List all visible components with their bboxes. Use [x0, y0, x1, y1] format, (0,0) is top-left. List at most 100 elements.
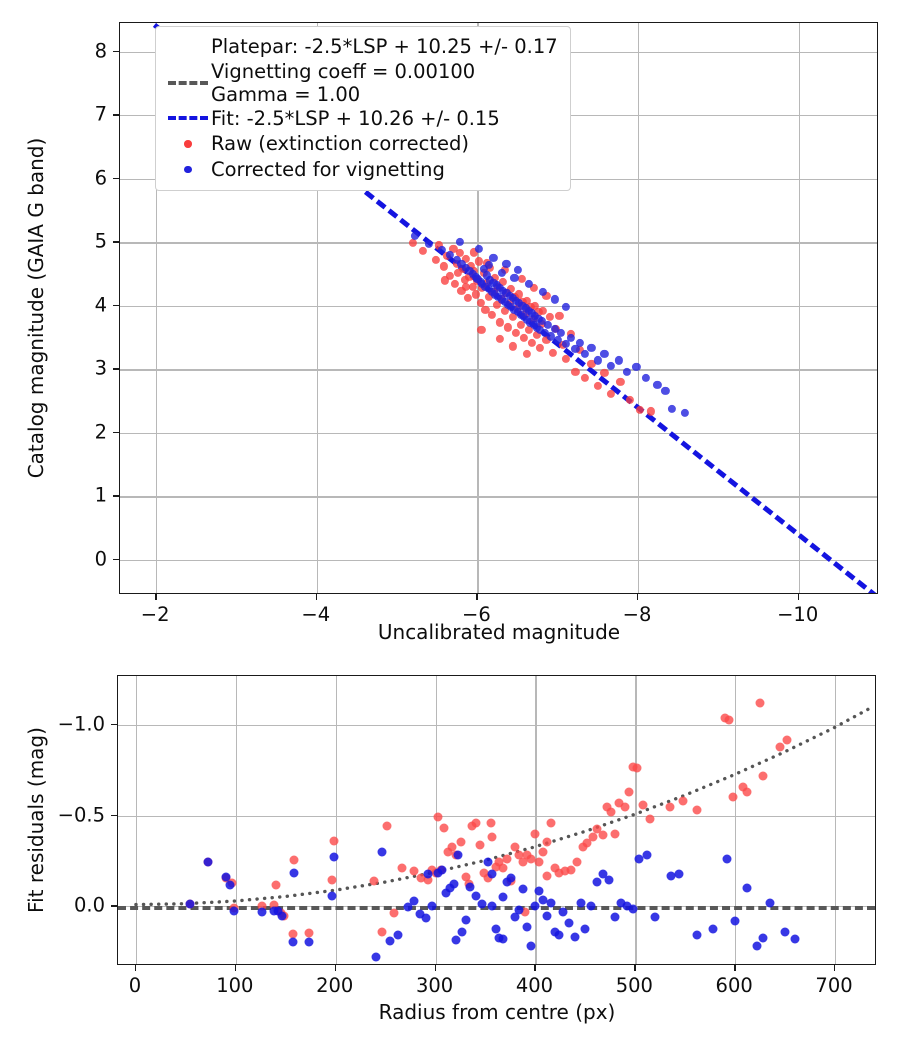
y-axis-tick [113, 304, 119, 307]
data-point [592, 824, 602, 834]
data-point [451, 935, 461, 945]
y-axis-tick-label: −1.0 [57, 712, 105, 736]
data-point [479, 264, 488, 274]
data-point [462, 282, 471, 291]
data-point [483, 873, 492, 883]
legend-entry-vignetting-coeff: Vignetting coeff = 0.00100 Gamma = 1.00 [165, 60, 558, 106]
y-axis-tick [113, 431, 119, 434]
data-point [523, 350, 532, 359]
legend-key-blue-dashed-line [165, 116, 211, 121]
y-axis-tick-label: 6 [94, 165, 107, 189]
data-point [495, 334, 504, 343]
grid-line-vertical [477, 23, 479, 593]
data-point [456, 837, 466, 847]
blue-dashed-swatch-icon [168, 116, 208, 121]
data-point [546, 818, 556, 828]
data-point [645, 814, 655, 824]
grid-line-horizontal [120, 496, 877, 498]
data-point [554, 930, 564, 940]
data-point [500, 306, 509, 315]
y-axis-tick-label: 3 [94, 356, 107, 380]
data-point [434, 241, 443, 250]
data-point [304, 928, 314, 938]
data-point [571, 367, 580, 376]
data-point [576, 346, 585, 355]
data-point [543, 320, 553, 329]
x-axis-tick-label: 700 [815, 974, 853, 997]
x-axis-tick [834, 965, 836, 971]
data-point [257, 907, 267, 917]
data-point [460, 275, 469, 284]
data-point [550, 324, 559, 333]
data-point [553, 336, 562, 345]
data-point [465, 882, 475, 892]
legend-label-raw: Raw (extinction corrected) [211, 132, 469, 156]
data-point [329, 836, 339, 846]
data-point [487, 310, 496, 319]
data-point [752, 941, 762, 951]
legend-label-vignetting-coeff: Vignetting coeff = 0.00100 [211, 59, 476, 83]
data-point [439, 262, 448, 271]
data-point [588, 832, 598, 842]
data-point [576, 338, 585, 347]
x-axis-tick-label: 400 [515, 974, 554, 997]
data-point [455, 248, 464, 258]
data-point [457, 927, 467, 937]
y-axis-tick-label: 8 [94, 38, 107, 62]
data-point [642, 850, 652, 860]
data-point [492, 300, 501, 309]
x-axis-tick-label: 200 [316, 974, 354, 997]
data-point [535, 343, 545, 352]
data-point [653, 380, 662, 389]
data-point [758, 771, 768, 781]
data-point [523, 296, 532, 305]
data-point [620, 802, 630, 812]
legend-entry-platepar: Platepar: -2.5*LSP + 10.25 +/- 0.17 [165, 34, 558, 60]
data-point [445, 883, 455, 893]
data-point [441, 888, 451, 898]
x-axis-tick [634, 965, 636, 971]
data-point [450, 280, 460, 289]
data-point [377, 847, 387, 857]
y-axis-tick [111, 814, 117, 816]
data-point [483, 857, 492, 867]
data-point [487, 901, 496, 911]
vignetting-curve [134, 704, 875, 907]
data-point [498, 934, 508, 944]
grid-line-vertical [135, 676, 138, 964]
data-point [539, 287, 548, 296]
data-point [571, 344, 580, 354]
data-point [593, 381, 602, 390]
data-point [461, 872, 471, 882]
data-point [418, 247, 427, 256]
data-point [722, 854, 732, 864]
data-point [527, 338, 537, 347]
grid-line-vertical [535, 676, 537, 964]
data-point [641, 374, 651, 383]
gray-dashed-swatch-icon [168, 80, 208, 85]
data-point [471, 290, 480, 299]
legend-label-platepar: Platepar: -2.5*LSP + 10.25 +/- 0.17 [211, 35, 558, 59]
calibration-plot-area [120, 23, 877, 593]
data-point [462, 254, 471, 263]
legend-entry-corrected: Corrected for vignetting [165, 157, 558, 183]
data-point [610, 829, 620, 839]
data-point [471, 891, 481, 901]
y-axis-tick [111, 905, 117, 907]
data-point [516, 320, 525, 329]
data-point [506, 873, 516, 883]
data-point [475, 840, 485, 850]
data-point [555, 311, 564, 321]
data-point [534, 886, 544, 896]
data-point [742, 883, 752, 893]
data-point [369, 876, 379, 886]
data-point [539, 306, 548, 315]
data-point [415, 909, 425, 919]
y-axis-tick-label: 0 [94, 547, 107, 571]
grid-line-horizontal [120, 369, 877, 371]
data-point [277, 911, 287, 921]
x-axis-tick-label: 600 [715, 974, 753, 997]
data-point [409, 866, 419, 876]
y-axis-tick-label: 2 [94, 420, 107, 444]
grid-line-vertical [316, 23, 319, 593]
